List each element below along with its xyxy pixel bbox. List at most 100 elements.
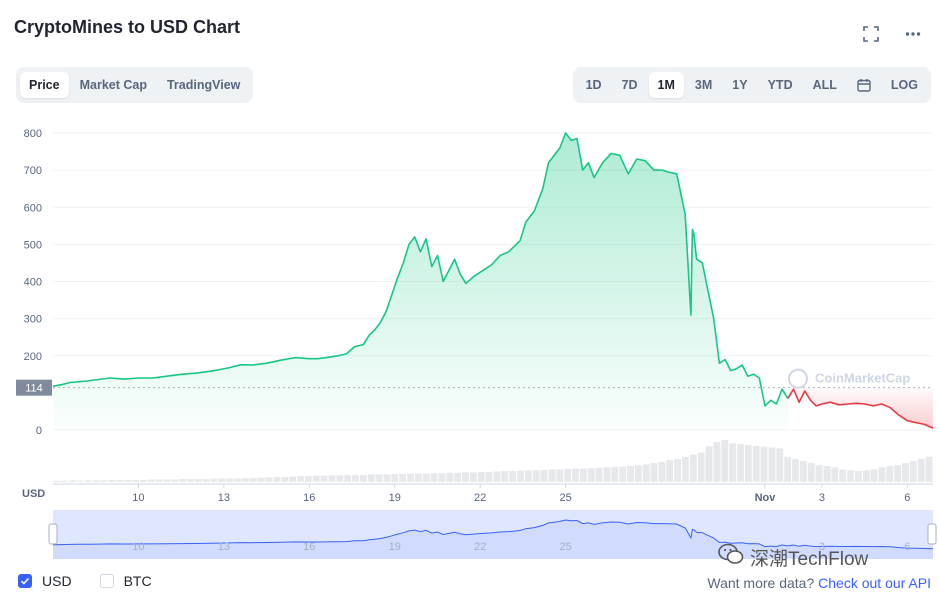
navigator-area	[53, 520, 933, 559]
calendar-button[interactable]	[848, 72, 880, 99]
calendar-icon	[857, 78, 871, 93]
volume-bar	[540, 469, 548, 482]
volume-bar	[658, 461, 666, 482]
volume-bar	[807, 463, 815, 482]
volume-bar	[509, 471, 517, 482]
volume-bar	[399, 474, 407, 482]
volume-bar	[242, 478, 249, 482]
usd-checkbox[interactable]: USD	[18, 573, 72, 589]
api-link[interactable]: Check out our API	[818, 575, 931, 591]
volume-bar	[344, 474, 352, 482]
volume-bar	[886, 466, 894, 482]
wechat-watermark: 深潮TechFlow	[718, 543, 868, 571]
top-icons	[861, 24, 923, 44]
volume-bar	[108, 479, 116, 482]
volume-bar	[634, 465, 642, 482]
range-all[interactable]: ALL	[812, 78, 837, 92]
y-tick-label: 800	[24, 128, 42, 140]
navigator-handle-left[interactable]	[48, 523, 58, 545]
volume-bar	[721, 440, 729, 482]
volume-bar	[257, 477, 265, 482]
price-chart-svg[interactable]: 114 800 700 600 500 400 300 200 0 10 13 16 19 22 25 N…	[0, 110, 939, 575]
volume-bar	[878, 467, 886, 482]
navigator-tick-label: 19	[389, 541, 401, 553]
x-axis-ticks: 10 13 16 19 22 25 Nov 3 6	[53, 483, 933, 504]
volume-bar	[375, 474, 383, 482]
volume-bar	[925, 456, 933, 482]
x-tick-label: 19	[389, 492, 401, 504]
volume-bar	[870, 469, 878, 482]
range-ytd[interactable]: YTD	[767, 78, 793, 92]
volume-bar	[297, 476, 304, 482]
volume-bar	[328, 475, 336, 482]
navigator-tick-label: 16	[303, 541, 315, 553]
checked-icon	[18, 574, 32, 588]
volume-bar	[163, 479, 171, 482]
volume-bar	[831, 467, 839, 482]
volume-bar	[53, 480, 61, 482]
volume-bar	[116, 479, 124, 482]
y-tick-label: 300	[24, 314, 42, 326]
wechat-watermark-text: 深潮TechFlow	[750, 548, 869, 570]
x-tick-label: 16	[303, 492, 315, 504]
volume-bar	[776, 448, 784, 482]
volume-bar	[77, 480, 84, 482]
price-area-up	[53, 133, 788, 430]
fullscreen-icon[interactable]	[861, 24, 881, 44]
volume-bar	[352, 474, 359, 482]
range-tabs: 1D 7D 1M 3M 1Y YTD ALL LOG	[572, 67, 931, 103]
x-tick-label: 6	[904, 492, 910, 504]
volume-bar	[792, 458, 799, 482]
tab-market-cap[interactable]: Market Cap	[79, 78, 147, 92]
volume-bar	[854, 471, 862, 482]
range-3m[interactable]: 3M	[694, 78, 713, 92]
navigator-handle-right[interactable]	[927, 523, 937, 545]
volume-bar	[155, 479, 163, 482]
volume-bar	[289, 476, 297, 482]
range-1y[interactable]: 1Y	[732, 78, 748, 92]
api-promo: Want more data? Check out our API	[707, 575, 931, 591]
volume-bar	[202, 479, 210, 482]
volume-bar	[273, 476, 281, 482]
volume-bar	[815, 465, 823, 482]
volume-bar	[218, 478, 226, 482]
range-1m[interactable]: 1M	[648, 72, 684, 98]
volume-bar	[666, 460, 674, 482]
range-7d[interactable]: 7D	[621, 78, 638, 92]
volume-bar	[799, 461, 807, 482]
volume-bar	[760, 446, 768, 482]
volume-bar	[501, 471, 509, 482]
navigator-line	[52, 519, 934, 550]
currency-toggles: USD BTC	[18, 573, 168, 589]
watermark-coinmarketcap: CoinMarketCap	[815, 371, 910, 386]
volume-bar	[548, 469, 556, 482]
more-icon[interactable]	[903, 24, 923, 44]
price-area-down	[787, 387, 933, 429]
navigator-tick-label: 25	[559, 541, 571, 553]
volume-bar	[422, 473, 430, 482]
volume-bar	[383, 474, 391, 482]
tab-tradingview[interactable]: TradingView	[166, 78, 241, 92]
btc-checkbox[interactable]: BTC	[99, 573, 152, 589]
chart-areas	[53, 133, 933, 430]
volume-bar	[194, 479, 202, 482]
volume-bar	[595, 467, 603, 482]
volume-bar	[469, 472, 477, 482]
navigator-tick-label: 6	[904, 541, 910, 553]
volume-bar	[737, 444, 744, 482]
volume-bar	[187, 479, 194, 482]
volume-bar	[265, 477, 273, 482]
volume-bar	[210, 478, 218, 482]
reference-badge	[16, 379, 52, 396]
volume-bar	[650, 463, 658, 482]
range-1d[interactable]: 1D	[585, 78, 602, 92]
volume-bar	[823, 466, 831, 482]
volume-bar	[784, 456, 792, 482]
volume-bar	[132, 479, 139, 482]
y-axis-ticks: 800 700 600 500 400 300 200 0	[24, 128, 42, 437]
volume-bar	[689, 454, 697, 482]
price-chart[interactable]: 114 800 700 600 500 400 300 200 0 10 13 16 19 22 25 N…	[0, 110, 939, 575]
log-toggle[interactable]: LOG	[890, 78, 918, 92]
tab-price[interactable]: Price	[20, 72, 69, 98]
volume-bar	[611, 466, 619, 482]
